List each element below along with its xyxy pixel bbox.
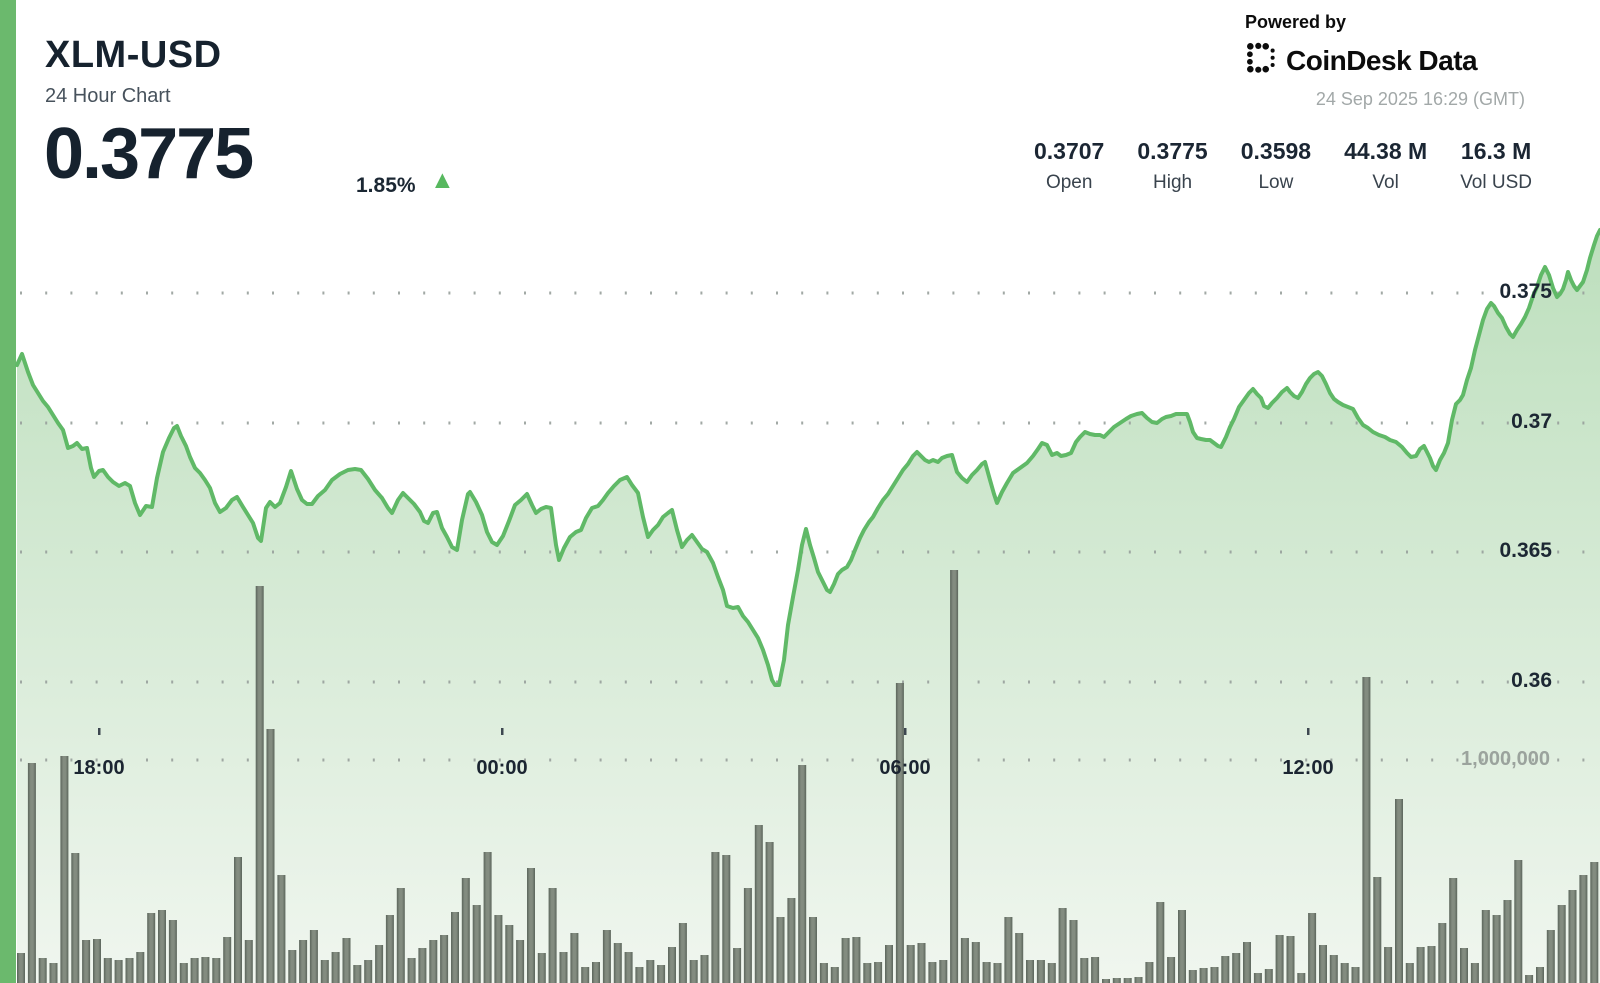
stat-open: 0.3707 Open bbox=[1034, 138, 1104, 194]
volume-axis-label: 1,000,000 bbox=[1461, 748, 1550, 770]
chart-timestamp: 24 Sep 2025 16:29 (GMT) bbox=[1315, 89, 1525, 109]
stat-vol-value: 44.38 M bbox=[1344, 138, 1428, 164]
stat-vol: 44.38 M Vol bbox=[1344, 138, 1427, 194]
stat-low-label: Low bbox=[1258, 172, 1294, 193]
price-tick-0-365: 0.365 bbox=[1499, 539, 1552, 562]
coindesk-logo-icon bbox=[1245, 41, 1279, 80]
price-tick-0-375: 0.375 bbox=[1499, 280, 1552, 303]
brand-block: Powered by CoinDesk Data 24 Sep 2025 16:… bbox=[1245, 12, 1525, 110]
symbol-title: XLM-USD bbox=[45, 34, 222, 76]
accent-bar bbox=[0, 0, 16, 983]
price-tick-0-36: 0.36 bbox=[1511, 669, 1552, 692]
time-tick-06-00: 06:00 bbox=[879, 757, 931, 779]
price-tick-0-37: 0.37 bbox=[1511, 410, 1552, 433]
stat-high-label: High bbox=[1153, 172, 1193, 193]
stat-vol-label: Vol bbox=[1372, 172, 1399, 193]
stat-vol-usd-label: Vol USD bbox=[1460, 172, 1532, 193]
stat-vol-usd: 16.3 M Vol USD bbox=[1460, 138, 1532, 194]
stat-high-value: 0.3775 bbox=[1137, 138, 1208, 164]
stat-low: 0.3598 Low bbox=[1241, 138, 1311, 194]
time-tick-00-00: 00:00 bbox=[476, 757, 528, 779]
price-change: 1.85% bbox=[356, 174, 416, 197]
time-tick-18-00: 18:00 bbox=[73, 757, 125, 779]
stat-open-label: Open bbox=[1045, 172, 1093, 193]
coindesk-brand: CoinDesk Data bbox=[1286, 44, 1478, 76]
stat-high: 0.3775 High bbox=[1137, 138, 1207, 194]
time-tick-12-00: 12:00 bbox=[1282, 757, 1334, 779]
coindesk-logo[interactable]: CoinDesk Data bbox=[1245, 41, 1525, 80]
stat-low-value: 0.3598 bbox=[1240, 138, 1312, 164]
stat-vol-usd-value: 16.3 M bbox=[1460, 138, 1532, 164]
stats-row: 0.3707 Open 0.3775 High 0.3598 Low 44.38… bbox=[1034, 138, 1532, 194]
powered-by-label: Powered by bbox=[1245, 12, 1347, 32]
up-triangle-icon: ▲ bbox=[430, 166, 455, 194]
stat-open-value: 0.3707 bbox=[1034, 138, 1105, 164]
chart-subtitle: 24 Hour Chart bbox=[45, 85, 171, 107]
current-price: 0.3775 bbox=[44, 114, 254, 194]
